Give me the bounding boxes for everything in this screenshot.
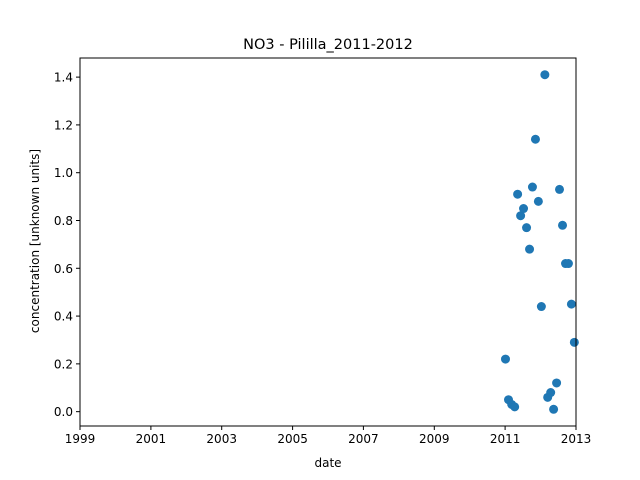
data-point	[519, 204, 529, 214]
data-point	[566, 299, 576, 309]
x-tick-label: 2009	[419, 432, 450, 446]
x-tick-label: 1999	[65, 432, 96, 446]
y-tick-label: 0.6	[54, 262, 73, 276]
data-point	[530, 134, 540, 144]
data-point	[569, 337, 579, 347]
data-point	[525, 244, 535, 254]
data-point	[555, 184, 565, 194]
x-tick-label: 2013	[561, 432, 592, 446]
data-point	[527, 182, 537, 192]
y-tick-label: 0.0	[54, 405, 73, 419]
x-tick-label: 2003	[206, 432, 237, 446]
chart-title: NO3 - Pililla_2011-2012	[243, 37, 413, 53]
data-point	[540, 70, 550, 80]
plot-frame	[79, 57, 577, 427]
data-point	[563, 259, 573, 269]
y-axis-label: concentration [unknown units]	[28, 149, 42, 333]
data-point	[510, 402, 520, 412]
data-point	[533, 196, 543, 206]
data-point	[552, 378, 562, 388]
x-tick-label: 2007	[348, 432, 379, 446]
x-tick-label: 2005	[277, 432, 308, 446]
data-point	[516, 211, 526, 221]
data-point	[558, 220, 568, 230]
x-tick-label: 2001	[136, 432, 167, 446]
y-tick-label: 1.0	[54, 166, 73, 180]
y-tick-label: 0.2	[54, 357, 73, 371]
y-tick-label: 0.8	[54, 214, 73, 228]
y-tick-label: 0.4	[54, 310, 73, 324]
data-point	[546, 388, 556, 398]
x-tick-label: 2011	[490, 432, 521, 446]
data-point	[513, 189, 523, 199]
data-point	[536, 302, 546, 312]
data-point	[500, 354, 510, 364]
y-tick-label: 1.4	[54, 71, 73, 85]
data-point	[549, 404, 559, 414]
x-axis-label: date	[314, 456, 341, 470]
y-tick-label: 1.2	[54, 118, 73, 132]
axes: 1999 2001 2003 2005 2007 2009 2011 2013 0.0 0.2 0.…	[54, 57, 592, 446]
data-point	[522, 223, 532, 233]
data-points	[500, 70, 579, 414]
